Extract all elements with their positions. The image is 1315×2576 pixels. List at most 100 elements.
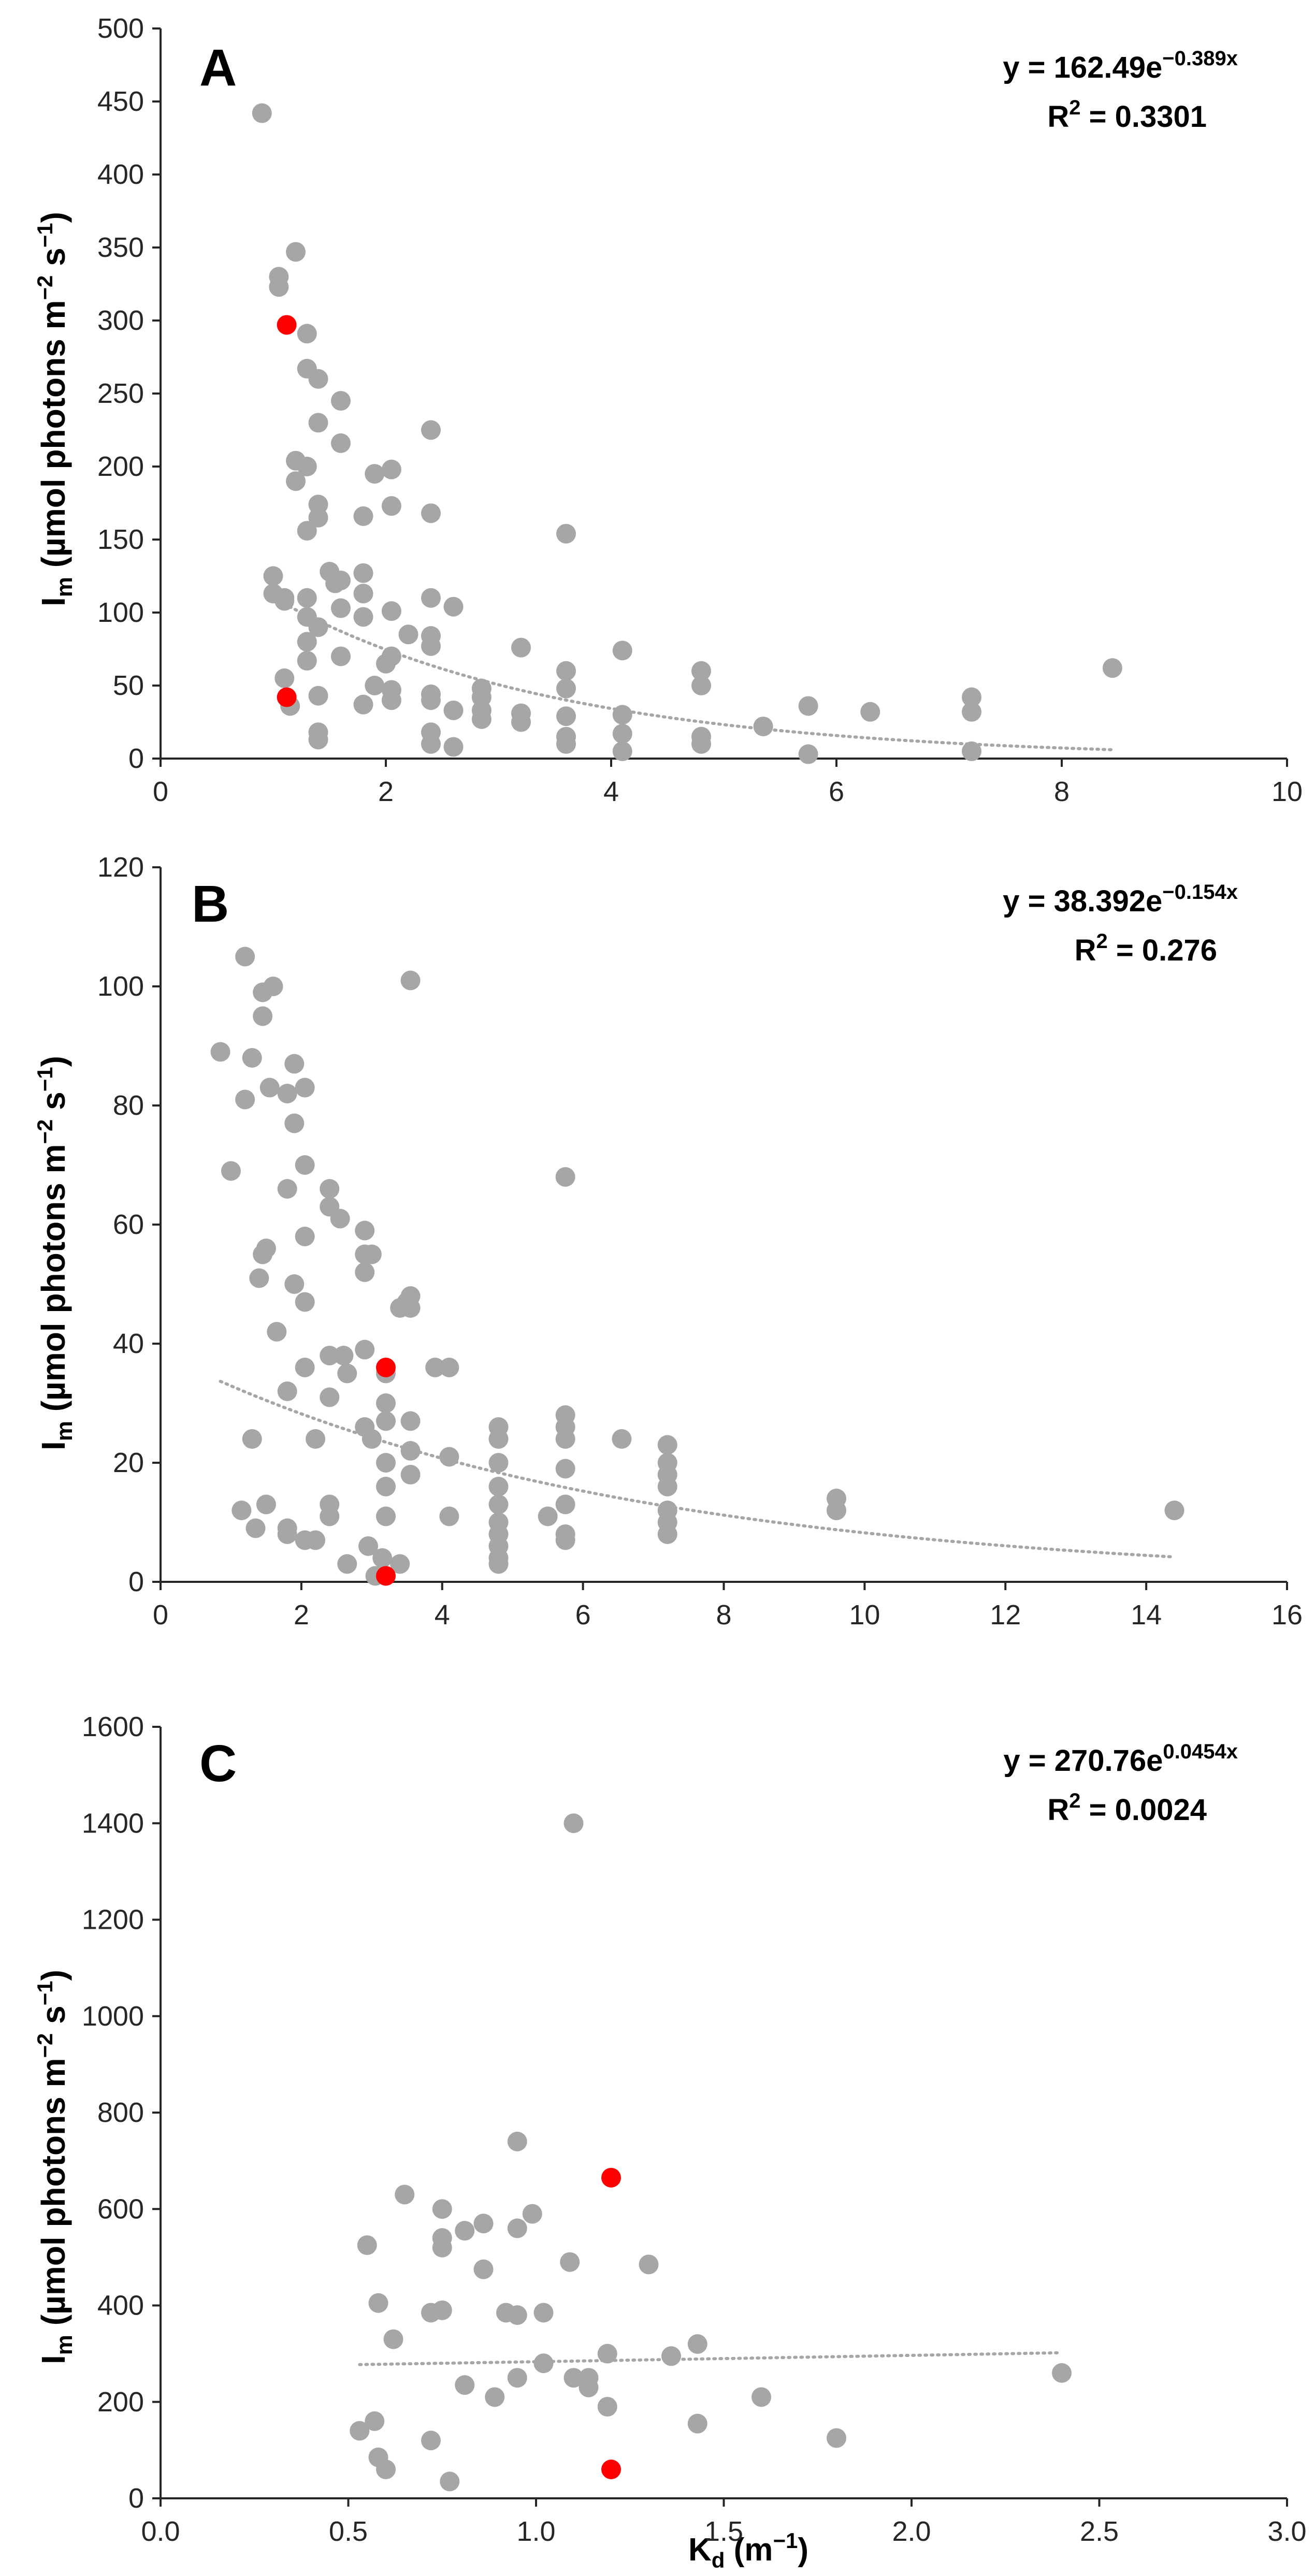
panel-b-data-point xyxy=(337,1554,357,1574)
panel-a-data-point xyxy=(1102,658,1122,678)
panel-b-data-point xyxy=(555,1167,575,1187)
panel-b-data-point xyxy=(320,1387,340,1407)
panel-c-y-tick-label: 1200 xyxy=(82,1904,144,1935)
panel-b-data-point xyxy=(284,1274,305,1294)
panel-a-data-point xyxy=(443,737,464,757)
panel-b-data-point xyxy=(657,1435,677,1455)
panel-a-data-point xyxy=(353,584,373,604)
panel-a-data-point xyxy=(753,716,773,736)
panel-b-data-point xyxy=(400,1411,421,1431)
panel-c-data-point xyxy=(432,2300,452,2320)
panel-a-label: A xyxy=(199,39,237,97)
panel-b-data-point xyxy=(400,970,421,991)
panel-c-data-point xyxy=(507,2218,527,2238)
panel-c-y-tick-label: 0 xyxy=(128,2483,144,2514)
panel-c-y-tick-label: 800 xyxy=(97,2097,144,2128)
panel-a-data-point xyxy=(297,651,317,671)
panel-a-data-point xyxy=(798,744,818,764)
panel-a-data-point xyxy=(365,464,385,484)
panel-c-data-point xyxy=(376,2459,396,2480)
panel-b-data-point xyxy=(242,1429,262,1449)
panel-a-data-point xyxy=(556,661,576,681)
panel-b-data-point xyxy=(235,1089,255,1110)
panel-a-data-point xyxy=(308,369,328,389)
panel-a-data-point xyxy=(556,678,576,698)
panel-a-data-point xyxy=(297,457,317,476)
panel-b-x-tick-label: 6 xyxy=(575,1599,591,1631)
panel-a-data-point xyxy=(269,277,289,297)
panel-a-data-point xyxy=(365,676,385,695)
panel-a-data-point xyxy=(274,668,295,688)
panel-a-data-point xyxy=(691,676,711,695)
panel-a-data-point xyxy=(556,734,576,754)
panel-b-data-point xyxy=(657,1524,677,1544)
panel-c-data-point xyxy=(687,2413,707,2434)
panel-a-data-point xyxy=(421,588,441,608)
panel-c-data-point xyxy=(383,2329,403,2349)
panel-a-data-point xyxy=(421,690,441,710)
panel-b-equation: y = 38.392e−0.154x xyxy=(1003,881,1238,918)
panel-b-data-point xyxy=(488,1494,509,1515)
panel-b-y-tick-label: 40 xyxy=(113,1328,144,1359)
panel-c-data-point xyxy=(563,1813,584,1833)
panel-c-data-point xyxy=(533,2353,554,2374)
panel-c-data-point xyxy=(687,2334,707,2354)
panel-c-data-point xyxy=(560,2252,580,2272)
panel-a-data-point xyxy=(353,506,373,526)
panel-b-data-point xyxy=(488,1477,509,1496)
panel-a-y-tick-label: 300 xyxy=(97,305,144,336)
panel-b-label: B xyxy=(192,875,229,933)
panel-c-data-point xyxy=(395,2185,415,2205)
panel-b-data-point xyxy=(358,1536,379,1556)
panel-b-y-tick-label: 100 xyxy=(97,971,144,1002)
panel-b-data-point xyxy=(284,1054,305,1074)
panel-a-data-point xyxy=(308,686,328,706)
panel-b-x-tick-label: 4 xyxy=(435,1599,450,1631)
panel-a-x-tick-label: 0 xyxy=(153,776,168,807)
panel-b-data-point xyxy=(439,1358,459,1377)
panel-b-data-point xyxy=(277,1084,297,1103)
panel-b-data-point xyxy=(232,1501,252,1520)
panel-c-data-point xyxy=(368,2293,388,2313)
panel-c-x-tick-label: 2.0 xyxy=(892,2516,931,2547)
panel-a-data-point xyxy=(421,503,441,523)
panel-a-y-tick-label: 50 xyxy=(113,670,144,701)
panel-b-data-point xyxy=(1164,1501,1184,1520)
panel-a-x-tick-label: 8 xyxy=(1054,776,1070,807)
panel-c-data-point xyxy=(579,2377,599,2397)
panel-a-y-tick-label: 400 xyxy=(97,159,144,190)
panel-a-data-point xyxy=(331,570,351,590)
panel-a-data-point xyxy=(381,496,401,516)
panel-c-data-point xyxy=(661,2346,681,2366)
panel-a-y-tick-label: 200 xyxy=(97,451,144,482)
panel-b-data-point xyxy=(555,1459,575,1479)
panel-b-data-point xyxy=(334,1346,354,1365)
panel-a-data-point xyxy=(353,607,373,627)
panel-b-plot-area: 0 20 40 60 80 100 120 0 2 4 6 8 10 12 14 16 xyxy=(97,852,1303,1631)
panel-a-data-point xyxy=(353,694,373,715)
panel-c-data-point xyxy=(432,2237,452,2258)
panel-b: B y = 38.392e−0.154x R2 = 0.276 Im (µmol… xyxy=(33,852,1303,1631)
panel-c-y-tick-label: 400 xyxy=(97,2290,144,2321)
panel-a-y-axis-title: Im (µmol photons m−2 s−1) xyxy=(33,212,77,606)
panel-b-data-point xyxy=(400,1465,421,1485)
panel-a-data-point xyxy=(962,687,981,707)
panel-a-data-point xyxy=(297,324,317,344)
panel-a-data-point xyxy=(556,706,576,726)
panel-c-data-point xyxy=(522,2204,542,2224)
panel-a-y-tick-label: 250 xyxy=(97,378,144,409)
panel-b-data-point xyxy=(362,1244,382,1264)
panel-a-data-point xyxy=(511,712,531,732)
panel-b-data-point xyxy=(355,1262,375,1282)
panel-b-x-tick-label: 16 xyxy=(1271,1599,1303,1631)
panel-a-data-point xyxy=(252,103,272,123)
panel-b-data-point xyxy=(277,1524,297,1544)
panel-c-x-tick-label: 0.0 xyxy=(141,2516,180,2547)
panel-a-data-point xyxy=(297,521,317,541)
panel-a-data-point xyxy=(691,661,711,681)
panel-b-y-tick-label: 60 xyxy=(113,1209,144,1240)
panel-b-y-tick-label: 80 xyxy=(113,1090,144,1121)
panel-a-data-point xyxy=(331,391,351,411)
panel-c-y-tick-label: 1600 xyxy=(82,1711,144,1742)
